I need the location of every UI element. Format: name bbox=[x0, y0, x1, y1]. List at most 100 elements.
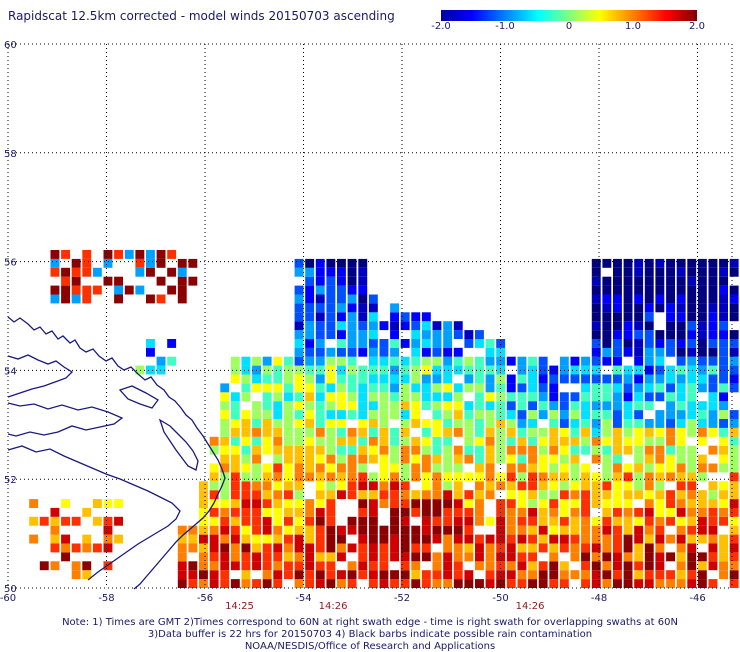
wind-cell bbox=[708, 401, 718, 411]
wind-cell bbox=[719, 347, 728, 357]
wind-cell bbox=[241, 543, 251, 553]
wind-cell bbox=[315, 258, 325, 268]
wind-cell bbox=[273, 356, 283, 366]
wind-cell bbox=[326, 463, 336, 473]
wind-cell bbox=[305, 463, 315, 473]
wind-cell bbox=[220, 516, 230, 526]
wind-cell bbox=[676, 472, 686, 482]
wind-cell bbox=[719, 312, 728, 322]
wind-cell bbox=[368, 454, 378, 464]
wind-cell bbox=[453, 347, 463, 357]
wind-cell bbox=[294, 294, 304, 304]
wind-cell bbox=[602, 552, 612, 562]
wind-cell bbox=[358, 365, 368, 375]
wind-cell bbox=[230, 356, 240, 366]
wind-cell bbox=[485, 427, 495, 437]
wind-cell bbox=[591, 339, 601, 348]
wind-cell bbox=[337, 383, 346, 393]
wind-cell bbox=[719, 303, 728, 313]
wind-cell bbox=[644, 276, 654, 286]
wind-cell bbox=[676, 383, 686, 393]
wind-cell bbox=[528, 472, 537, 482]
wind-cell bbox=[570, 427, 580, 437]
wind-cell bbox=[347, 445, 357, 455]
wind-cell bbox=[358, 339, 368, 348]
wind-cell bbox=[220, 383, 230, 393]
wind-cell bbox=[432, 534, 442, 544]
wind-cell bbox=[464, 436, 474, 446]
wind-cell bbox=[305, 445, 315, 455]
wind-cell bbox=[188, 543, 198, 553]
wind-cell bbox=[697, 436, 707, 446]
wind-cell bbox=[347, 516, 357, 526]
wind-cell bbox=[294, 481, 304, 491]
wind-cell bbox=[156, 294, 166, 304]
wind-cell bbox=[666, 258, 675, 268]
wind-cell bbox=[273, 383, 283, 393]
wind-cell bbox=[315, 410, 325, 419]
wind-cell bbox=[655, 365, 665, 375]
wind-cell bbox=[559, 427, 569, 437]
wind-cell bbox=[241, 392, 251, 402]
wind-cell bbox=[708, 561, 718, 571]
wind-cell bbox=[676, 321, 686, 331]
wind-cell bbox=[729, 374, 739, 384]
wind-cell bbox=[347, 481, 357, 491]
wind-cell bbox=[368, 374, 378, 384]
wind-cell bbox=[549, 516, 559, 526]
wind-cell bbox=[305, 543, 315, 553]
wind-cell bbox=[337, 481, 346, 491]
wind-cell bbox=[326, 330, 336, 339]
wind-cell bbox=[315, 267, 325, 277]
wind-cell bbox=[623, 579, 633, 588]
wind-cell bbox=[644, 516, 654, 526]
wind-cell bbox=[729, 356, 739, 366]
wind-cell bbox=[432, 330, 442, 339]
wind-cell bbox=[379, 401, 389, 411]
wind-cell bbox=[400, 516, 410, 526]
wind-cell bbox=[421, 499, 431, 508]
wind-cell bbox=[443, 339, 453, 348]
wind-cell bbox=[262, 392, 272, 402]
wind-cell bbox=[538, 472, 548, 482]
wind-cell bbox=[252, 543, 261, 553]
wind-cell bbox=[50, 285, 60, 295]
wind-cell bbox=[421, 525, 431, 535]
wind-cell bbox=[676, 445, 686, 455]
wind-cell bbox=[252, 356, 261, 366]
wind-cell bbox=[634, 285, 644, 295]
wind-cell bbox=[443, 481, 453, 491]
wind-cell bbox=[315, 356, 325, 366]
wind-cell bbox=[623, 330, 633, 339]
wind-cell bbox=[676, 570, 686, 580]
wind-cell bbox=[400, 481, 410, 491]
wind-cell bbox=[676, 543, 686, 553]
wind-cell bbox=[475, 561, 484, 571]
wind-cell bbox=[421, 490, 431, 500]
wind-cell bbox=[82, 570, 92, 580]
wind-cell bbox=[549, 570, 559, 580]
wind-cell bbox=[666, 392, 675, 402]
wind-cell bbox=[496, 445, 506, 455]
wind-cell bbox=[337, 267, 346, 277]
wind-cell bbox=[358, 276, 368, 286]
wind-cell bbox=[655, 303, 665, 313]
wind-cell bbox=[315, 436, 325, 446]
wind-cell bbox=[485, 516, 495, 526]
wind-cell bbox=[655, 383, 665, 393]
wind-cell bbox=[50, 543, 60, 553]
wind-cell bbox=[368, 436, 378, 446]
wind-cell bbox=[347, 347, 357, 357]
wind-cell bbox=[326, 383, 336, 393]
wind-cell bbox=[697, 330, 707, 339]
wind-cell bbox=[729, 365, 739, 375]
wind-cell bbox=[559, 507, 569, 517]
wind-cell bbox=[464, 499, 474, 508]
wind-cell bbox=[284, 445, 293, 455]
wind-cell bbox=[496, 436, 506, 446]
wind-cell bbox=[326, 436, 336, 446]
wind-cell bbox=[252, 507, 261, 517]
wind-cell bbox=[390, 392, 399, 402]
colorbar-tick-label: -2.0 bbox=[431, 21, 451, 32]
wind-cell bbox=[390, 330, 399, 339]
